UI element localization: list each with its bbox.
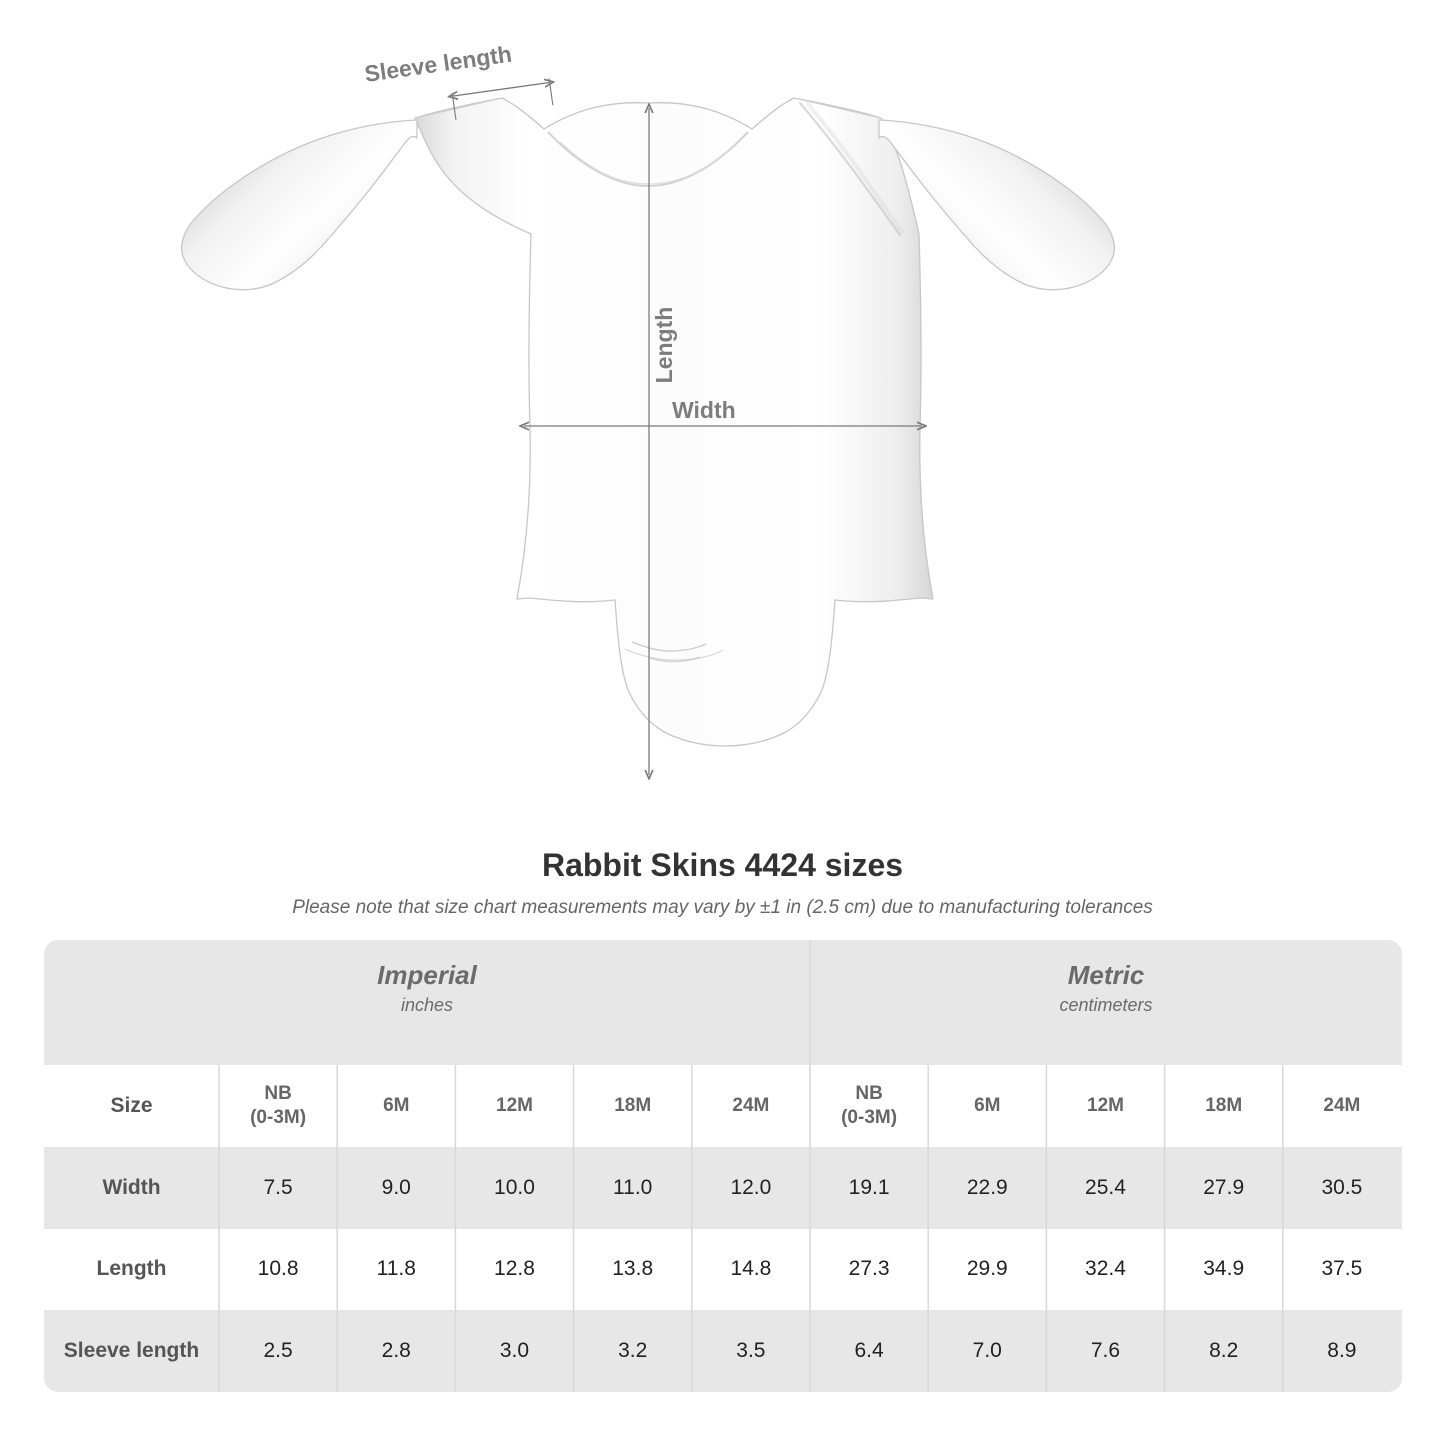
svg-text:Length: Length bbox=[651, 307, 677, 384]
svg-text:Width: Width bbox=[672, 397, 736, 423]
svg-text:Sleeve length: Sleeve length bbox=[363, 41, 513, 87]
